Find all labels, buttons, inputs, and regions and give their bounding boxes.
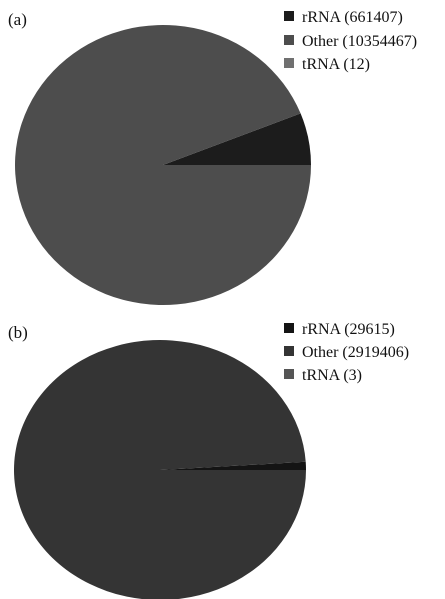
panel-label-b: (b) <box>8 323 28 342</box>
pie-slice-rrna-b <box>160 461 306 470</box>
legend-label-trna-b: tRNA (3) <box>302 367 362 384</box>
legend-label-rrna-a: rRNA (661407) <box>302 9 403 26</box>
legend-swatch-other-a <box>284 35 294 45</box>
pie-slice-other-b <box>14 340 306 599</box>
legend-b: rRNA (29615) Other (2919406) tRNA (3) <box>284 321 409 384</box>
pie-slices-b <box>14 340 306 599</box>
legend-label-trna-a: tRNA (12) <box>302 56 370 73</box>
legend-swatch-rrna-a <box>284 11 294 21</box>
legend-label-other-b: Other (2919406) <box>302 344 409 361</box>
legend-swatch-other-b <box>284 346 294 356</box>
pie-slice-other-a <box>15 24 312 305</box>
pie-chart-a: (a) rRNA (661407) Other (10354467) tRNA … <box>8 9 417 305</box>
legend-swatch-rrna-b <box>284 323 294 333</box>
legend-label-rrna-b: rRNA (29615) <box>302 321 395 338</box>
legend-a: rRNA (661407) Other (10354467) tRNA (12) <box>284 9 417 73</box>
panel-label-a: (a) <box>8 10 27 29</box>
legend-swatch-trna-a <box>284 58 294 68</box>
pie-slices-a <box>15 24 312 305</box>
pie-chart-b: (b) rRNA (29615) Other (2919406) tRNA (3… <box>8 321 409 599</box>
legend-label-other-a: Other (10354467) <box>302 33 417 50</box>
pie-slice-rrna-a <box>163 113 311 165</box>
legend-swatch-trna-b <box>284 369 294 379</box>
